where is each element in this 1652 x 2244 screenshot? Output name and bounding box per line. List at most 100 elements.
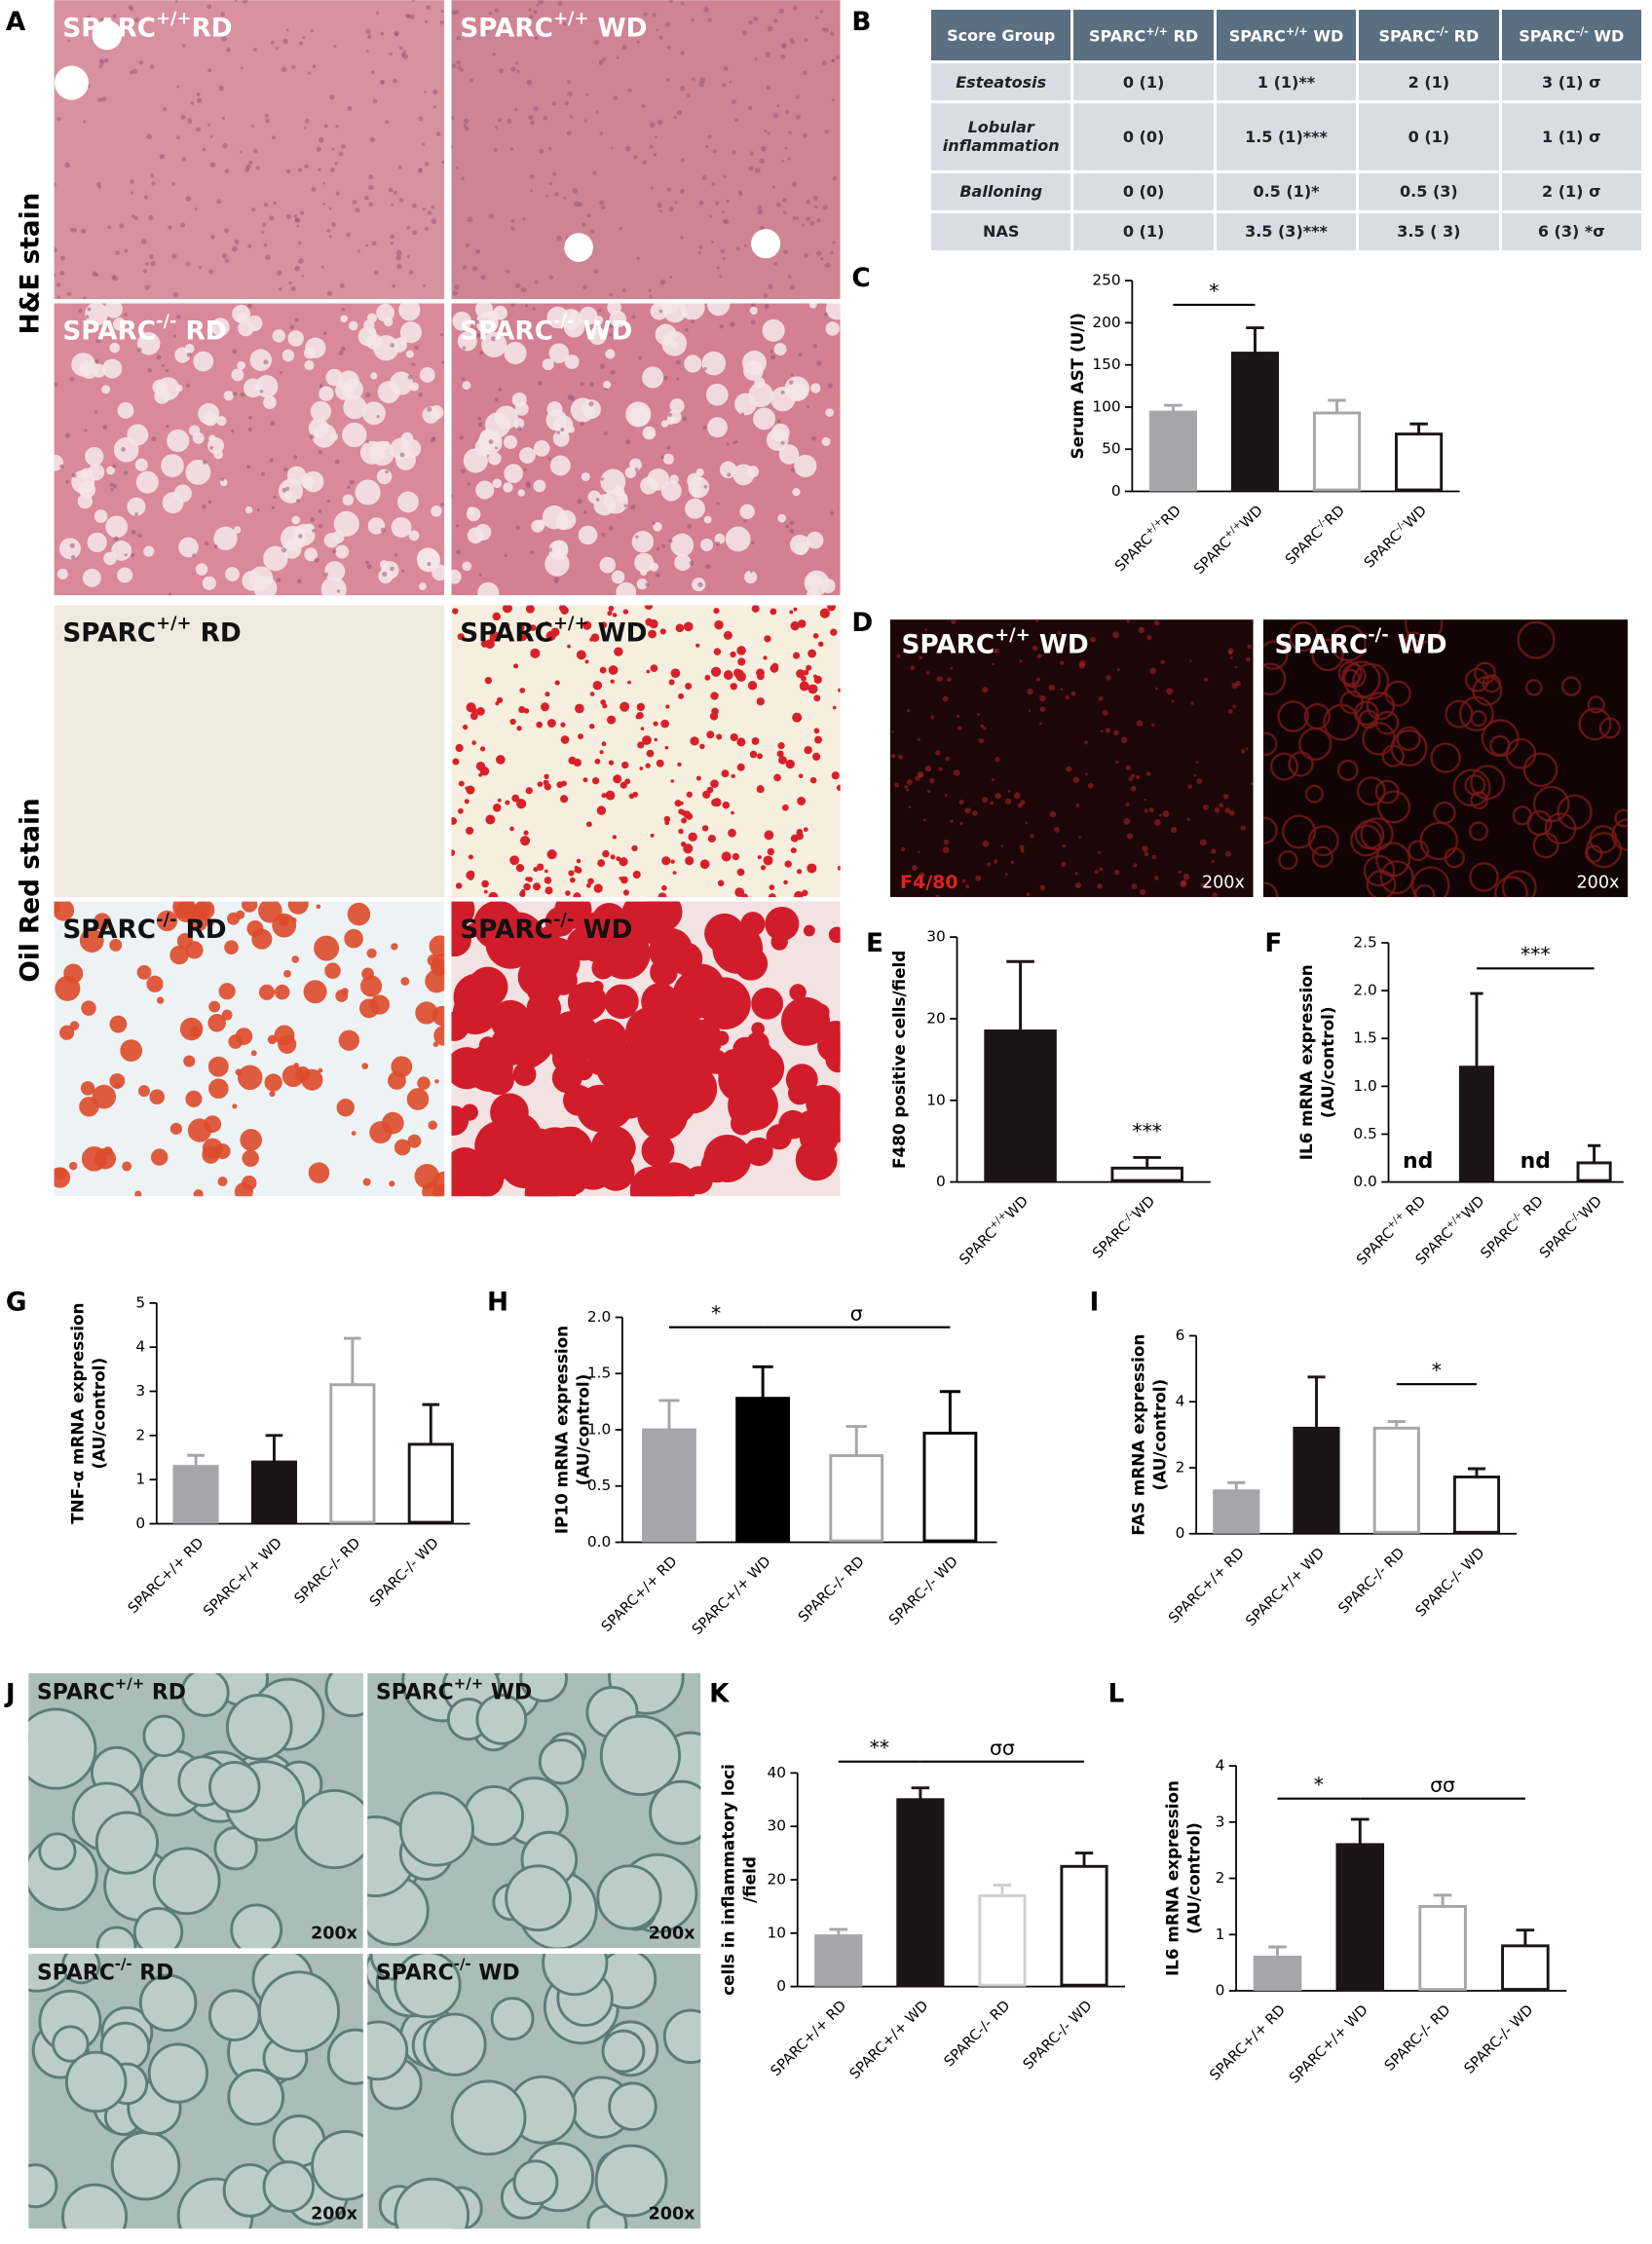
- texture: [804, 38, 808, 43]
- texture: [54, 273, 56, 278]
- texture: [213, 25, 217, 29]
- image-label: SPARC+/+ RD: [37, 1674, 186, 1704]
- texture: [739, 504, 755, 520]
- texture: [184, 344, 195, 355]
- texture: [216, 199, 222, 205]
- texture: [1204, 883, 1209, 889]
- texture: [1037, 654, 1042, 658]
- texture: [482, 29, 488, 35]
- texture: [373, 270, 379, 276]
- texture: [127, 424, 149, 446]
- texture: [680, 189, 685, 195]
- texture: [407, 1134, 422, 1148]
- texture: [495, 126, 499, 130]
- texture: [650, 186, 654, 190]
- texture: [1099, 867, 1104, 872]
- texture: [240, 393, 245, 397]
- texture: [612, 835, 617, 840]
- texture: [625, 439, 630, 445]
- texture: [82, 568, 101, 587]
- texture: [368, 202, 374, 207]
- texture: [304, 118, 310, 124]
- bar: [642, 1428, 696, 1543]
- texture: [698, 200, 704, 206]
- image-label: SPARC-/- WD: [1275, 624, 1447, 659]
- texture: [1027, 688, 1033, 695]
- texture: [322, 331, 327, 336]
- texture: [601, 2029, 646, 2074]
- significance: *: [711, 1302, 721, 1326]
- texture: [775, 202, 781, 207]
- texture: [734, 440, 738, 444]
- texture: [763, 655, 768, 660]
- y-tick-label: 0: [135, 1515, 145, 1532]
- texture: [494, 397, 499, 402]
- bar: [250, 1460, 298, 1524]
- texture: [196, 127, 201, 132]
- texture: [1148, 807, 1154, 813]
- texture: [602, 849, 610, 858]
- texture: [1356, 776, 1386, 806]
- texture: [451, 922, 471, 957]
- cell-part: WD: [1307, 26, 1344, 46]
- texture: [652, 12, 657, 18]
- texture: [258, 984, 275, 1000]
- panel-label: C: [851, 264, 870, 293]
- texture: [319, 386, 334, 401]
- texture: [379, 560, 389, 570]
- texture: [117, 567, 133, 583]
- texture: [560, 722, 566, 728]
- y-tick-label: 0.5: [587, 1477, 611, 1494]
- texture: [1125, 765, 1132, 771]
- texture: [68, 25, 74, 31]
- texture: [193, 351, 214, 372]
- texture: [186, 383, 191, 388]
- texture: [1162, 810, 1170, 818]
- texture: [362, 1178, 371, 1186]
- texture: [668, 0, 673, 4]
- image-label: SPARC+/+ WD: [460, 8, 647, 43]
- texture: [98, 64, 103, 69]
- panel-label: D: [851, 609, 873, 638]
- texture: [565, 890, 571, 896]
- texture: [591, 777, 600, 785]
- texture: [533, 9, 538, 15]
- texture: [425, 969, 445, 993]
- texture: [1470, 791, 1488, 810]
- table-row: NAS 0 (1) 3.5 (3)*** 3.5 ( 3) 6 (3) *σ: [927, 209, 1645, 254]
- texture: [731, 773, 735, 779]
- texture: [326, 500, 331, 504]
- texture: [134, 458, 148, 471]
- texture: [1377, 790, 1410, 824]
- texture: [186, 352, 192, 357]
- x-tick-label: SPARC+/+ WD: [1243, 1545, 1328, 1629]
- significance: *: [1209, 280, 1219, 303]
- texture: [461, 1103, 478, 1121]
- texture: [87, 532, 107, 553]
- texture: [1032, 645, 1038, 652]
- panel-label: F: [1264, 929, 1282, 958]
- texture: [112, 318, 127, 331]
- texture: [608, 665, 619, 675]
- x-tick-label: SPARC-/- RD: [941, 1998, 1013, 2070]
- texture: [759, 158, 766, 165]
- texture: [461, 176, 466, 180]
- y-axis-label: F480 positive cells/field: [889, 951, 909, 1169]
- texture: [736, 868, 745, 877]
- texture: [639, 767, 644, 770]
- texture: [316, 146, 321, 152]
- texture: [944, 793, 948, 797]
- texture: [151, 436, 157, 442]
- texture: [722, 219, 727, 224]
- image-label-part: WD: [588, 618, 647, 648]
- texture: [778, 444, 800, 465]
- texture: [511, 794, 520, 803]
- texture: [528, 8, 532, 12]
- texture: [263, 395, 277, 409]
- texture: [821, 59, 827, 66]
- texture: [788, 1081, 811, 1105]
- image-label-part: -/-: [156, 311, 176, 331]
- texture: [488, 439, 494, 445]
- texture: [537, 380, 543, 386]
- texture: [795, 114, 802, 120]
